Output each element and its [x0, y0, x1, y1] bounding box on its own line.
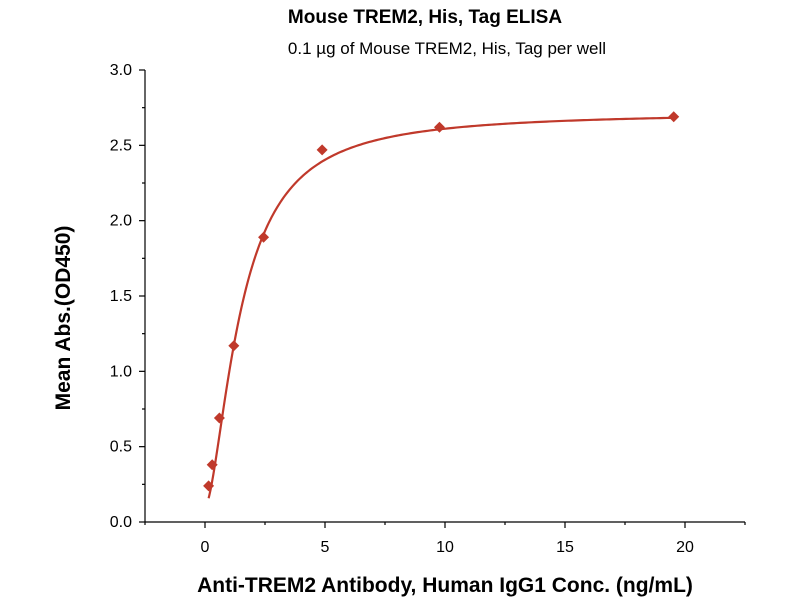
y-ticks: 0.0 0.5 1.0 1.5 2.0 2.5 3.0 [110, 62, 145, 531]
y-axis-label: Mean Abs.(OD450) [52, 226, 75, 411]
data-point [433, 121, 445, 133]
x-tick-label: 0 [201, 539, 210, 556]
x-tick-label: 15 [556, 539, 574, 556]
x-ticks: 0 5 10 15 20 [144, 522, 746, 556]
fit-curve [207, 116, 674, 499]
y-tick-label: 2.5 [110, 137, 132, 154]
data-points [203, 111, 680, 492]
data-point [213, 412, 225, 424]
x-tick-label: 20 [676, 539, 694, 556]
x-axis-label: Anti-TREM2 Antibody, Human IgG1 Conc. (n… [197, 574, 693, 597]
y-tick-label: 3.0 [110, 62, 132, 79]
y-tick-label: 1.0 [110, 363, 132, 380]
y-tick-label: 1.5 [110, 288, 132, 305]
chart-subtitle: 0.1 µg of Mouse TREM2, His, Tag per well [288, 39, 606, 58]
y-tick-label: 2.0 [110, 213, 132, 230]
axes [144, 70, 745, 523]
data-point [228, 340, 240, 352]
data-point [206, 459, 218, 471]
data-point [668, 111, 680, 123]
y-tick-label: 0.0 [110, 514, 132, 531]
y-tick-label: 0.5 [110, 439, 132, 456]
x-tick-label: 10 [436, 539, 454, 556]
data-point [203, 480, 215, 492]
data-point [316, 144, 328, 156]
x-tick-label: 5 [321, 539, 330, 556]
chart-title: Mouse TREM2, His, Tag ELISA [288, 7, 562, 28]
data-point [258, 231, 270, 243]
